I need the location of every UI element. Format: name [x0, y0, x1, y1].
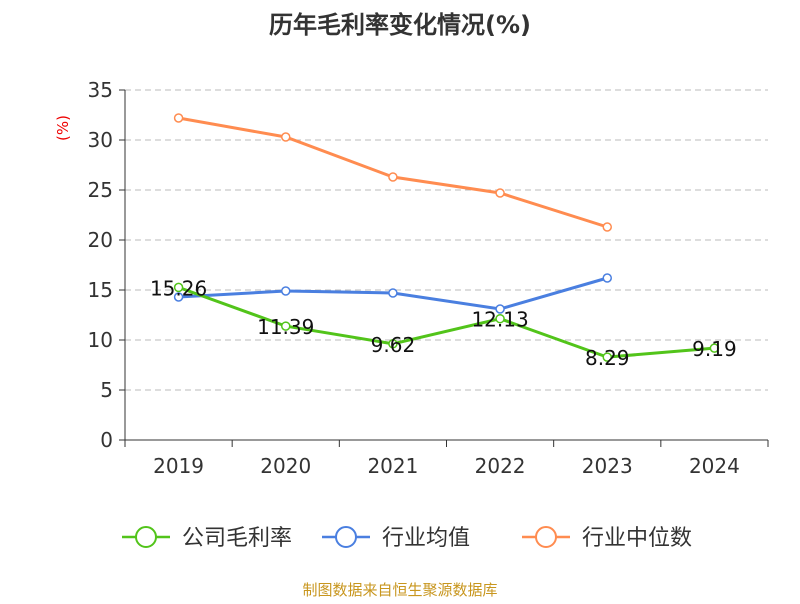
legend-label: 公司毛利率: [182, 526, 292, 551]
y-tick-label: 15: [88, 278, 113, 302]
x-tick-label: 2021: [367, 454, 418, 478]
y-tick-label: 5: [100, 378, 113, 402]
legend-marker: [335, 526, 357, 548]
x-tick-label: 2019: [153, 454, 204, 478]
x-tick-label: 2023: [582, 454, 633, 478]
data-point: [602, 352, 612, 362]
x-tick-label: 2024: [689, 454, 740, 478]
legend-marker: [535, 526, 557, 548]
series-line: [178, 285, 715, 359]
data-point: [388, 288, 398, 298]
data-label: 9.19: [692, 337, 737, 361]
legend-label: 行业均值: [382, 526, 470, 551]
data-point: [388, 172, 398, 182]
y-tick-label: 20: [88, 228, 113, 252]
x-tick-label: 2022: [475, 454, 526, 478]
data-label: 15.26: [150, 276, 207, 300]
y-tick-label: 25: [88, 178, 113, 202]
footer-source: 制图数据来自恒生聚源数据库: [302, 581, 497, 599]
data-label: 9.62: [371, 333, 416, 357]
data-point: [602, 273, 612, 283]
data-point: [709, 343, 720, 353]
data-point: [173, 282, 184, 293]
data-point: [281, 286, 291, 296]
legend-label: 行业中位数: [582, 526, 692, 551]
data-point: [495, 313, 505, 324]
data-point: [602, 222, 612, 232]
data-point: [388, 339, 398, 349]
y-tick-label: 30: [88, 128, 113, 152]
y-tick-label: 10: [88, 328, 113, 352]
y-tick-label: 0: [100, 428, 113, 452]
data-point: [281, 132, 291, 142]
data-point: [281, 321, 291, 331]
data-label: 8.29: [585, 346, 630, 370]
y-tick-label: 35: [88, 78, 113, 102]
y-axis-label: (%): [54, 115, 72, 141]
data-label: 11.39: [257, 315, 314, 339]
data-label: 12.13: [471, 308, 528, 332]
data-point: [495, 304, 505, 314]
x-tick-label: 2020: [260, 454, 311, 478]
data-point: [173, 292, 184, 302]
data-point: [495, 188, 505, 198]
data-point: [173, 113, 184, 123]
legend-marker: [135, 526, 157, 548]
chart-title: 历年毛利率变化情况(%): [269, 11, 531, 39]
